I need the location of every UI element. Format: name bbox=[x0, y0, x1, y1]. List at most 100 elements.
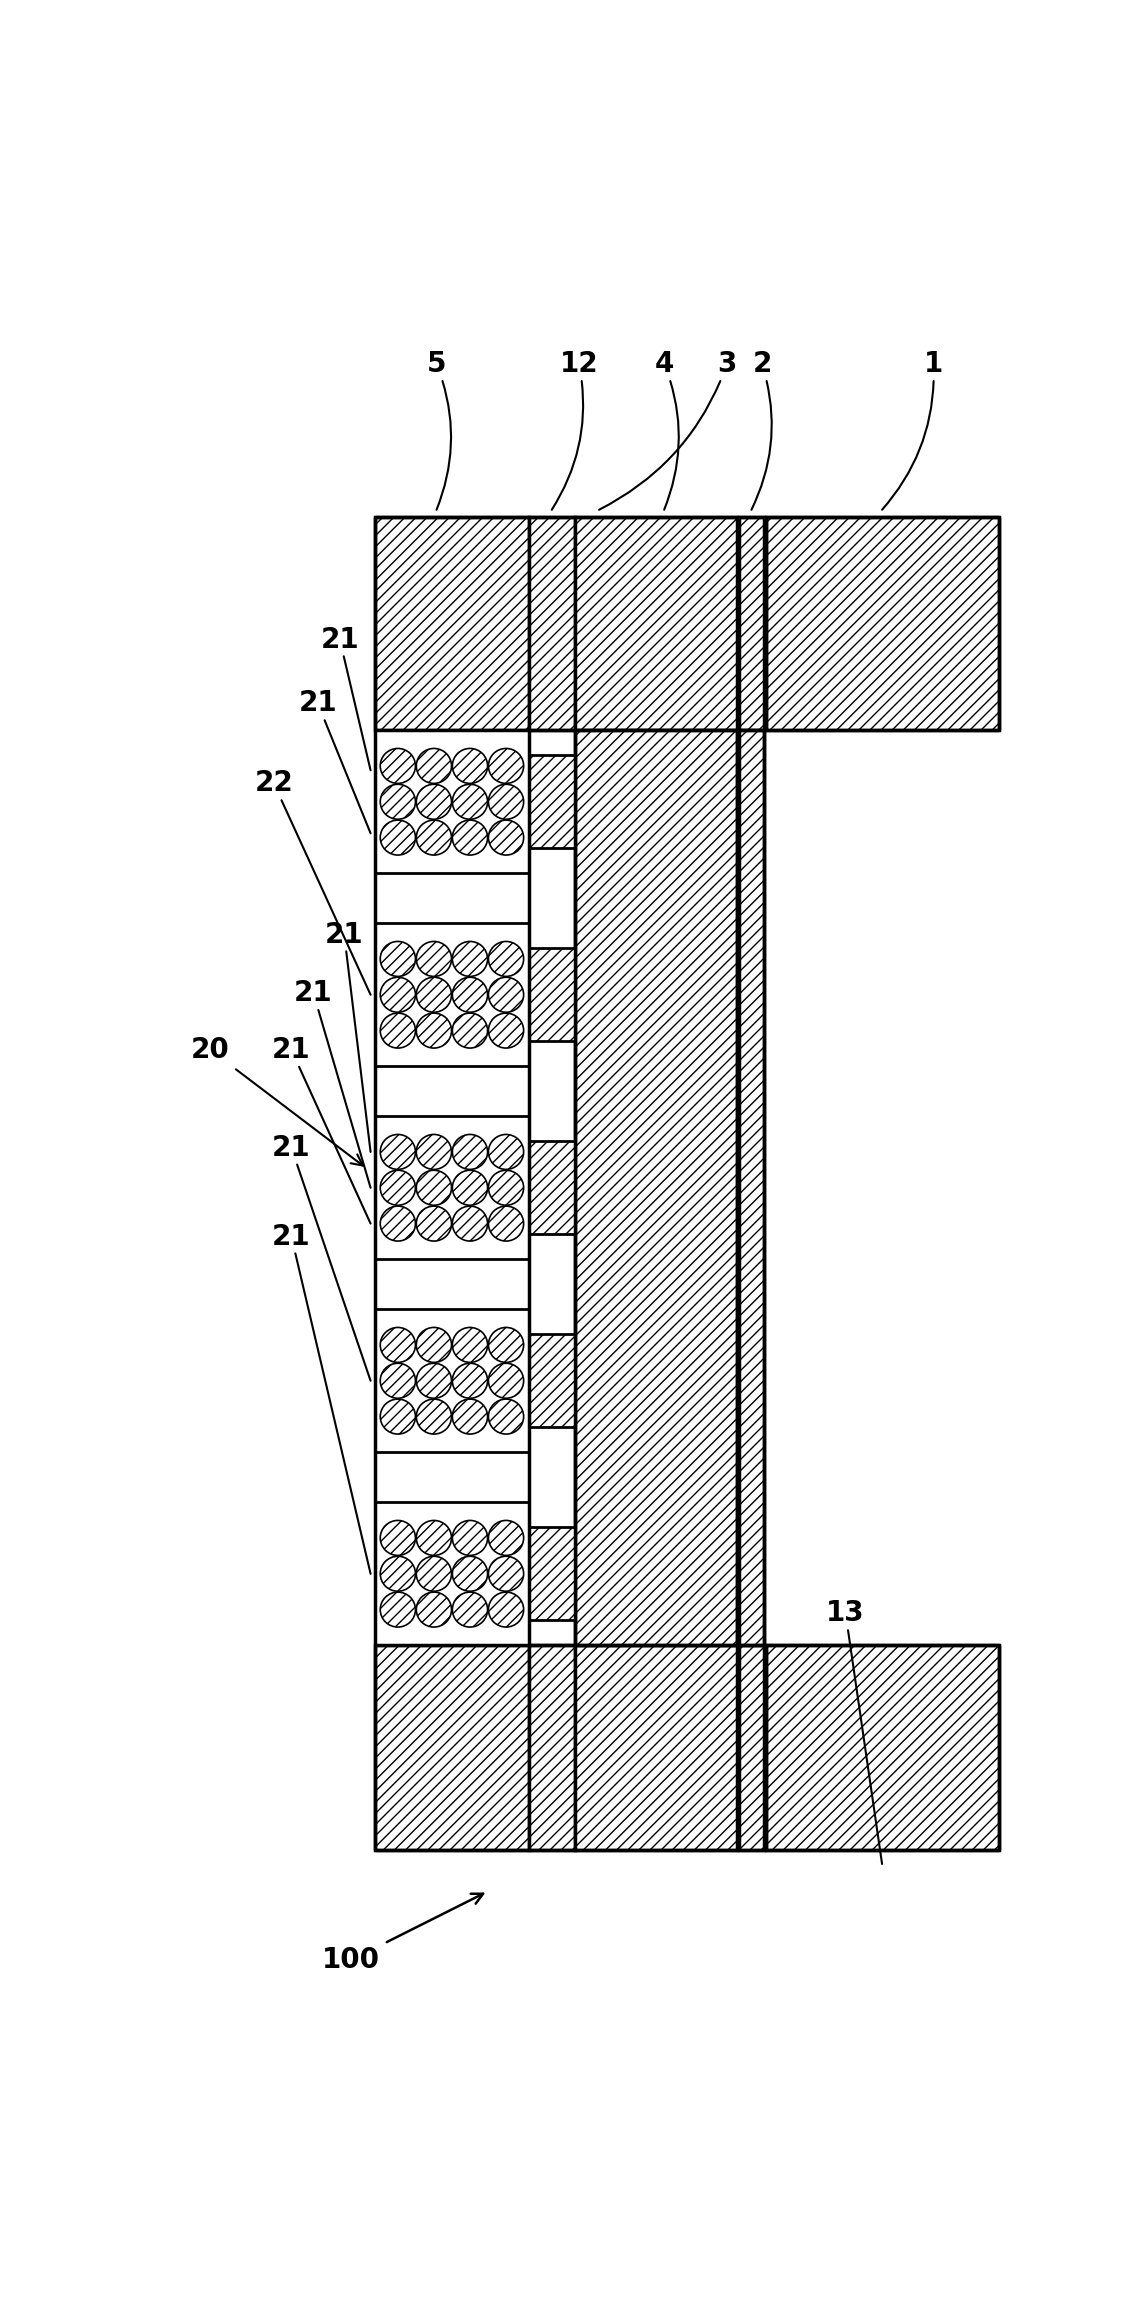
Ellipse shape bbox=[453, 748, 488, 782]
Bar bbox=[375, 1646, 529, 1849]
Ellipse shape bbox=[417, 976, 452, 1013]
Bar bbox=[529, 517, 574, 729]
Bar bbox=[375, 923, 529, 1066]
Ellipse shape bbox=[417, 942, 452, 976]
Ellipse shape bbox=[488, 942, 523, 976]
Ellipse shape bbox=[453, 976, 488, 1013]
Ellipse shape bbox=[453, 1364, 488, 1399]
Ellipse shape bbox=[417, 1136, 452, 1170]
Ellipse shape bbox=[417, 1207, 452, 1242]
Text: 2: 2 bbox=[751, 351, 772, 510]
Text: 21: 21 bbox=[325, 921, 370, 1152]
Bar bbox=[375, 1117, 529, 1260]
Text: 21: 21 bbox=[272, 1223, 370, 1574]
Bar bbox=[739, 517, 764, 729]
Ellipse shape bbox=[488, 819, 523, 854]
Ellipse shape bbox=[380, 1521, 415, 1556]
Ellipse shape bbox=[453, 942, 488, 976]
Ellipse shape bbox=[380, 1556, 415, 1590]
Bar bbox=[375, 1117, 529, 1260]
Ellipse shape bbox=[488, 748, 523, 782]
Bar bbox=[529, 949, 574, 1041]
Ellipse shape bbox=[453, 1399, 488, 1433]
Ellipse shape bbox=[488, 1521, 523, 1556]
Ellipse shape bbox=[488, 1364, 523, 1399]
Ellipse shape bbox=[453, 1136, 488, 1170]
Ellipse shape bbox=[380, 1327, 415, 1362]
Ellipse shape bbox=[488, 1556, 523, 1590]
Text: 21: 21 bbox=[294, 979, 370, 1189]
Ellipse shape bbox=[488, 1013, 523, 1048]
Ellipse shape bbox=[453, 1013, 488, 1048]
Ellipse shape bbox=[417, 1364, 452, 1399]
Ellipse shape bbox=[453, 1556, 488, 1590]
Bar bbox=[375, 1503, 529, 1646]
Ellipse shape bbox=[417, 1556, 452, 1590]
Bar bbox=[375, 923, 529, 1066]
Text: 100: 100 bbox=[322, 1895, 484, 1973]
Ellipse shape bbox=[417, 785, 452, 819]
Bar bbox=[375, 729, 529, 872]
Ellipse shape bbox=[417, 819, 452, 854]
Bar bbox=[765, 517, 999, 729]
Bar bbox=[375, 729, 529, 872]
Ellipse shape bbox=[488, 1170, 523, 1205]
Ellipse shape bbox=[380, 785, 415, 819]
Ellipse shape bbox=[417, 748, 452, 782]
Ellipse shape bbox=[453, 819, 488, 854]
Bar bbox=[529, 755, 574, 849]
Text: 5: 5 bbox=[427, 351, 451, 510]
Text: 4: 4 bbox=[655, 351, 679, 510]
Ellipse shape bbox=[453, 1593, 488, 1627]
Text: 22: 22 bbox=[254, 769, 370, 995]
Bar bbox=[375, 1309, 529, 1452]
Ellipse shape bbox=[380, 1136, 415, 1170]
Ellipse shape bbox=[417, 1521, 452, 1556]
Text: 3: 3 bbox=[599, 351, 737, 510]
Bar bbox=[529, 1140, 574, 1235]
Ellipse shape bbox=[380, 942, 415, 976]
Ellipse shape bbox=[417, 1399, 452, 1433]
Bar bbox=[739, 1646, 764, 1849]
Ellipse shape bbox=[380, 1593, 415, 1627]
Bar bbox=[375, 1503, 529, 1646]
Bar bbox=[375, 517, 529, 729]
Bar bbox=[765, 1646, 999, 1849]
Ellipse shape bbox=[453, 785, 488, 819]
Bar bbox=[529, 1646, 574, 1849]
Ellipse shape bbox=[488, 1207, 523, 1242]
Ellipse shape bbox=[417, 1170, 452, 1205]
Text: 13: 13 bbox=[826, 1599, 882, 1865]
Ellipse shape bbox=[380, 1207, 415, 1242]
Ellipse shape bbox=[488, 1136, 523, 1170]
Ellipse shape bbox=[417, 1327, 452, 1362]
Ellipse shape bbox=[488, 1593, 523, 1627]
Ellipse shape bbox=[380, 1013, 415, 1048]
Ellipse shape bbox=[380, 1364, 415, 1399]
Bar bbox=[574, 1646, 738, 1849]
Ellipse shape bbox=[380, 748, 415, 782]
Text: 20: 20 bbox=[191, 1036, 363, 1166]
Ellipse shape bbox=[380, 1170, 415, 1205]
Ellipse shape bbox=[417, 1013, 452, 1048]
Ellipse shape bbox=[488, 976, 523, 1013]
Text: 12: 12 bbox=[552, 351, 598, 510]
Text: 21: 21 bbox=[272, 1036, 370, 1223]
Bar bbox=[529, 1528, 574, 1620]
Ellipse shape bbox=[453, 1170, 488, 1205]
Bar bbox=[574, 517, 738, 729]
Text: 21: 21 bbox=[299, 690, 370, 833]
Bar bbox=[739, 729, 764, 1646]
Ellipse shape bbox=[417, 1593, 452, 1627]
Text: 21: 21 bbox=[320, 625, 370, 771]
Ellipse shape bbox=[380, 819, 415, 854]
Ellipse shape bbox=[488, 1399, 523, 1433]
Ellipse shape bbox=[380, 1399, 415, 1433]
Bar bbox=[574, 729, 738, 1646]
Ellipse shape bbox=[453, 1327, 488, 1362]
Ellipse shape bbox=[380, 976, 415, 1013]
Ellipse shape bbox=[453, 1521, 488, 1556]
Bar bbox=[529, 1334, 574, 1426]
Bar bbox=[375, 1309, 529, 1452]
Ellipse shape bbox=[488, 785, 523, 819]
